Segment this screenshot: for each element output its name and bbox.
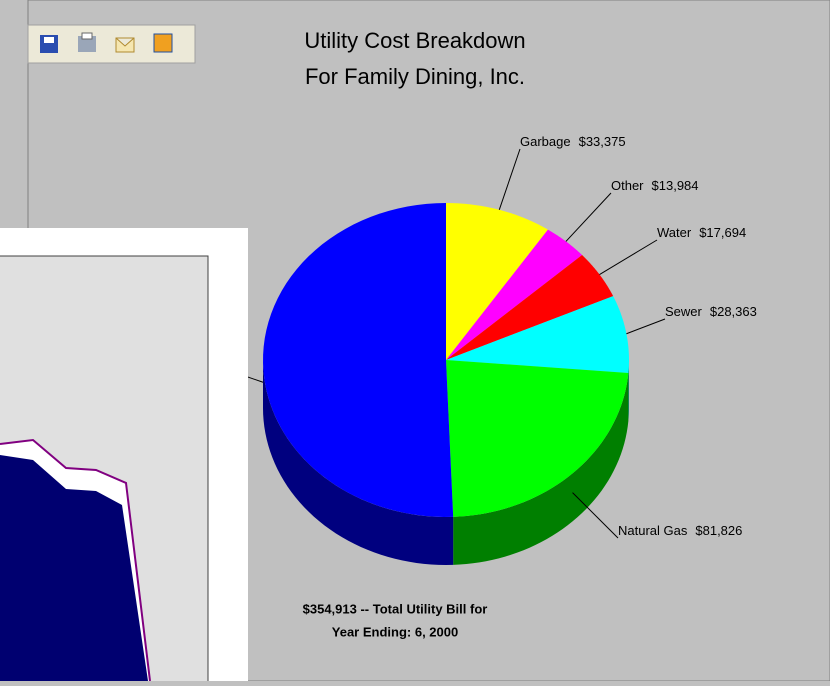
leader-line	[498, 148, 521, 210]
mail-icon[interactable]	[115, 37, 135, 53]
overlay-window	[0, 228, 248, 681]
pie-side	[628, 360, 629, 422]
total-note: $354,913 -- Total Utility Bill for	[303, 601, 488, 616]
slice-value: $28,363	[710, 304, 757, 319]
area-line	[0, 438, 151, 681]
leader-line	[565, 192, 612, 242]
slice-value: $81,826	[695, 523, 742, 538]
leader-line	[572, 492, 619, 539]
export-icon[interactable]	[153, 33, 173, 53]
slice-label: Other $13,984	[611, 178, 699, 193]
leader-line	[626, 318, 666, 335]
pie-slice	[263, 203, 454, 517]
slice-value: $33,375	[579, 134, 626, 149]
pie-slice	[446, 255, 614, 360]
slice-value: $13,984	[652, 178, 699, 193]
slice-name: Water	[657, 225, 692, 240]
save-icon-label	[44, 37, 54, 43]
chart-title: Utility Cost Breakdown	[304, 28, 525, 53]
slice-value: $17,694	[699, 225, 746, 240]
slice-label: Natural Gas $81,826	[618, 523, 742, 538]
slice-name: Other	[611, 178, 644, 193]
chart-subtitle: For Family Dining, Inc.	[305, 64, 525, 89]
slice-name: Sewer	[665, 304, 703, 319]
toolbar	[27, 24, 196, 64]
total-note: Year Ending: 6, 2000	[332, 624, 458, 639]
slice-label: Garbage $33,375	[520, 134, 626, 149]
pie-slice	[446, 229, 583, 360]
slice-name: Natural Gas	[618, 523, 688, 538]
slice-name: Garbage	[520, 134, 571, 149]
pie-slice	[446, 360, 629, 517]
slice-label: Sewer $28,363	[665, 304, 757, 319]
pie: Garbage $33,375 Other $13,984 Water $17,694 Se…	[149, 134, 757, 565]
pie-side	[453, 373, 629, 565]
slice-label: Water $17,694	[657, 225, 746, 240]
print-icon[interactable]	[78, 36, 96, 52]
pie-slice	[446, 203, 548, 360]
area-lower	[0, 455, 148, 681]
leader-line	[599, 239, 658, 275]
print-paper	[81, 32, 93, 40]
pie-slice	[446, 296, 629, 374]
pie-side	[263, 360, 454, 565]
